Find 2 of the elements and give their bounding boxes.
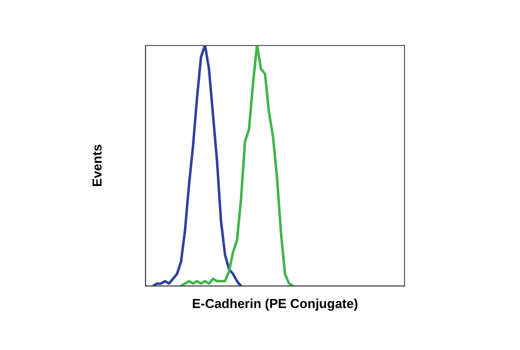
x-axis-title: E-Cadherin (PE Conjugate) <box>190 296 360 311</box>
y-axis-title: Events <box>90 143 104 189</box>
